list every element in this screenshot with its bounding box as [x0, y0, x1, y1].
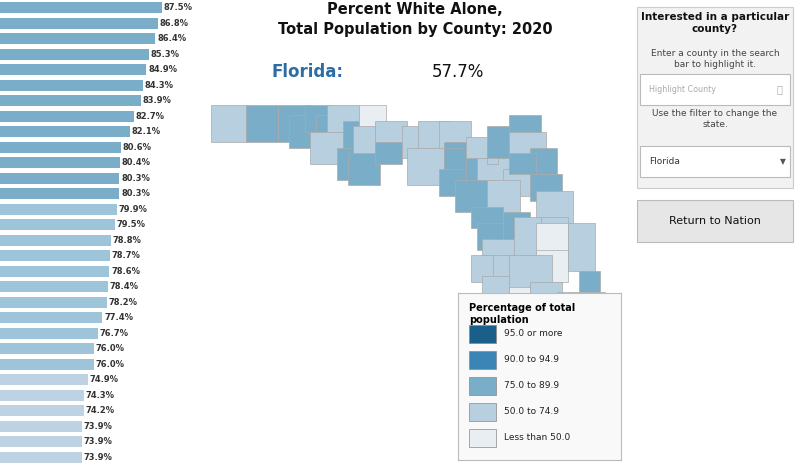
Bar	[0, 80, 143, 91]
Text: 74.9%: 74.9%	[90, 375, 118, 384]
FancyBboxPatch shape	[637, 200, 794, 242]
Text: 73.9%: 73.9%	[83, 437, 113, 446]
Text: 82.1%: 82.1%	[132, 127, 161, 136]
Text: Highlight County: Highlight County	[649, 85, 716, 94]
Bar	[0, 33, 155, 44]
FancyBboxPatch shape	[640, 146, 790, 177]
Text: 80.3%: 80.3%	[121, 189, 150, 198]
Bar	[0, 374, 88, 385]
Text: 85.3%: 85.3%	[150, 50, 179, 59]
Bar	[0, 405, 83, 416]
Bar	[0, 250, 110, 261]
Text: 78.6%: 78.6%	[111, 267, 140, 276]
Text: Florida: Florida	[649, 157, 679, 166]
Text: 73.9%: 73.9%	[83, 422, 113, 431]
Bar	[0, 328, 98, 339]
Text: 78.8%: 78.8%	[112, 236, 142, 245]
Text: ⌕: ⌕	[777, 84, 782, 94]
Text: 57.7%: 57.7%	[432, 63, 484, 81]
Bar	[0, 235, 110, 246]
Text: 80.4%: 80.4%	[122, 158, 150, 167]
Text: 87.5%: 87.5%	[163, 3, 193, 12]
Bar	[0, 188, 119, 199]
Bar	[0, 49, 149, 60]
Bar	[0, 266, 110, 277]
Bar	[0, 157, 120, 168]
Text: 84.9%: 84.9%	[148, 65, 178, 74]
Bar	[0, 95, 141, 106]
Bar	[0, 111, 134, 122]
Bar	[0, 142, 121, 153]
Text: Enter a county in the search
bar to highlight it.: Enter a county in the search bar to high…	[650, 49, 779, 69]
Text: 79.5%: 79.5%	[117, 220, 146, 229]
Text: Return to Nation: Return to Nation	[669, 216, 761, 226]
Bar	[0, 281, 108, 292]
Bar	[0, 297, 107, 308]
Text: 79.9%: 79.9%	[119, 205, 148, 214]
Bar	[0, 421, 82, 432]
Bar	[0, 436, 82, 447]
Text: Use the filter to change the
state.: Use the filter to change the state.	[653, 109, 778, 129]
Text: 76.0%: 76.0%	[96, 344, 125, 353]
Text: 77.4%: 77.4%	[104, 313, 133, 322]
Text: 76.7%: 76.7%	[100, 329, 129, 338]
Bar	[0, 64, 146, 75]
Text: Percent White Alone,
Total Population by County: 2020: Percent White Alone, Total Population by…	[278, 2, 552, 37]
Bar	[0, 312, 102, 323]
Bar	[0, 343, 94, 354]
Text: ▼: ▼	[780, 157, 786, 166]
FancyBboxPatch shape	[640, 74, 790, 105]
Bar	[0, 359, 94, 370]
Text: 74.2%: 74.2%	[86, 406, 114, 415]
Text: 82.7%: 82.7%	[135, 112, 164, 121]
Text: 78.2%: 78.2%	[109, 298, 138, 307]
Text: 86.4%: 86.4%	[157, 34, 186, 43]
Bar	[0, 204, 117, 215]
Bar	[0, 18, 158, 29]
Text: 76.0%: 76.0%	[96, 360, 125, 369]
Text: 78.7%: 78.7%	[112, 251, 141, 260]
Text: 74.3%: 74.3%	[86, 391, 115, 400]
Text: 86.8%: 86.8%	[159, 19, 189, 28]
Bar	[0, 390, 84, 401]
Bar	[0, 126, 130, 137]
Text: 73.9%: 73.9%	[83, 453, 113, 462]
Text: 83.9%: 83.9%	[142, 96, 171, 105]
Text: 84.3%: 84.3%	[145, 81, 174, 90]
FancyBboxPatch shape	[637, 7, 794, 188]
Bar	[0, 2, 162, 13]
Text: Florida:: Florida:	[271, 63, 343, 81]
Text: 80.6%: 80.6%	[123, 143, 152, 152]
Bar	[0, 452, 82, 463]
Text: 80.3%: 80.3%	[121, 174, 150, 183]
Text: Interested in a particular
county?: Interested in a particular county?	[641, 12, 789, 34]
Bar	[0, 173, 119, 184]
Bar	[0, 219, 114, 230]
Text: 78.4%: 78.4%	[110, 282, 139, 291]
